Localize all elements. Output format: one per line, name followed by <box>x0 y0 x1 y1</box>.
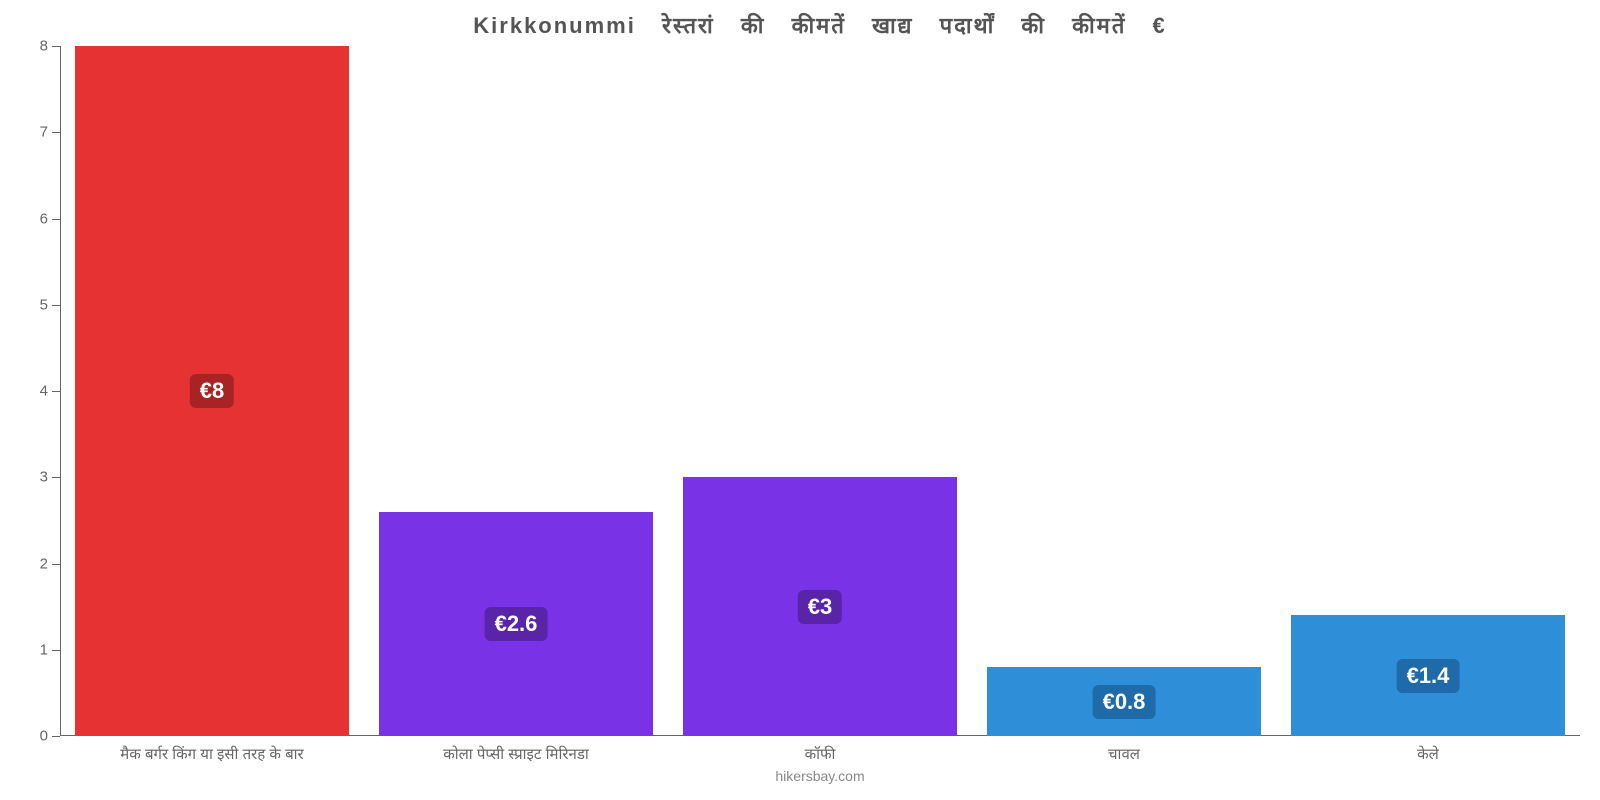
y-tick <box>52 564 60 565</box>
x-label: कोला पेप्सी स्प्राइट मिरिनडा <box>364 744 668 764</box>
y-tick <box>52 219 60 220</box>
y-tick-label: 4 <box>20 383 48 400</box>
y-tick-label: 5 <box>20 296 48 313</box>
bar: €8 <box>75 46 349 736</box>
bar: €2.6 <box>379 512 653 736</box>
x-label: मैक बर्गर किंग या इसी तरह के बार <box>60 744 364 764</box>
plot-area: 012345678 €8€2.6€3€0.8€1.4 <box>60 46 1580 736</box>
y-tick <box>52 477 60 478</box>
bar: €0.8 <box>987 667 1261 736</box>
y-tick-label: 1 <box>20 641 48 658</box>
y-tick <box>52 132 60 133</box>
chart-title: Kirkkonummi रेस्तरां की कीमतें खाद्य पदा… <box>60 10 1580 40</box>
y-tick <box>52 46 60 47</box>
x-labels: मैक बर्गर किंग या इसी तरह के बारकोला पेप… <box>60 744 1580 764</box>
x-label: केले <box>1276 744 1580 764</box>
y-tick-label: 0 <box>20 728 48 745</box>
value-badge: €0.8 <box>1093 685 1156 719</box>
bar-slot: €1.4 <box>1276 46 1580 736</box>
value-badge: €2.6 <box>485 607 548 641</box>
y-tick <box>52 305 60 306</box>
y-tick <box>52 391 60 392</box>
x-label: कॉफी <box>668 744 972 764</box>
bar-slot: €2.6 <box>364 46 668 736</box>
bar: €1.4 <box>1291 615 1565 736</box>
value-badge: €1.4 <box>1397 659 1460 693</box>
x-label: चावल <box>972 744 1276 764</box>
bar-slot: €3 <box>668 46 972 736</box>
price-bar-chart: Kirkkonummi रेस्तरां की कीमतें खाद्य पदा… <box>0 0 1600 800</box>
value-badge: €8 <box>190 374 234 408</box>
y-tick-label: 2 <box>20 555 48 572</box>
chart-source: hikersbay.com <box>60 768 1580 784</box>
y-tick-label: 3 <box>20 469 48 486</box>
y-tick-label: 8 <box>20 38 48 55</box>
y-tick <box>52 736 60 737</box>
y-tick-label: 7 <box>20 124 48 141</box>
y-tick <box>52 650 60 651</box>
bars-container: €8 €2.6 €3 €0.8 €1.4 <box>60 46 1580 736</box>
value-badge: €3 <box>798 590 842 624</box>
bar-slot: €8 <box>60 46 364 736</box>
bar: €3 <box>683 477 957 736</box>
y-tick-label: 6 <box>20 210 48 227</box>
bar-slot: €0.8 <box>972 46 1276 736</box>
